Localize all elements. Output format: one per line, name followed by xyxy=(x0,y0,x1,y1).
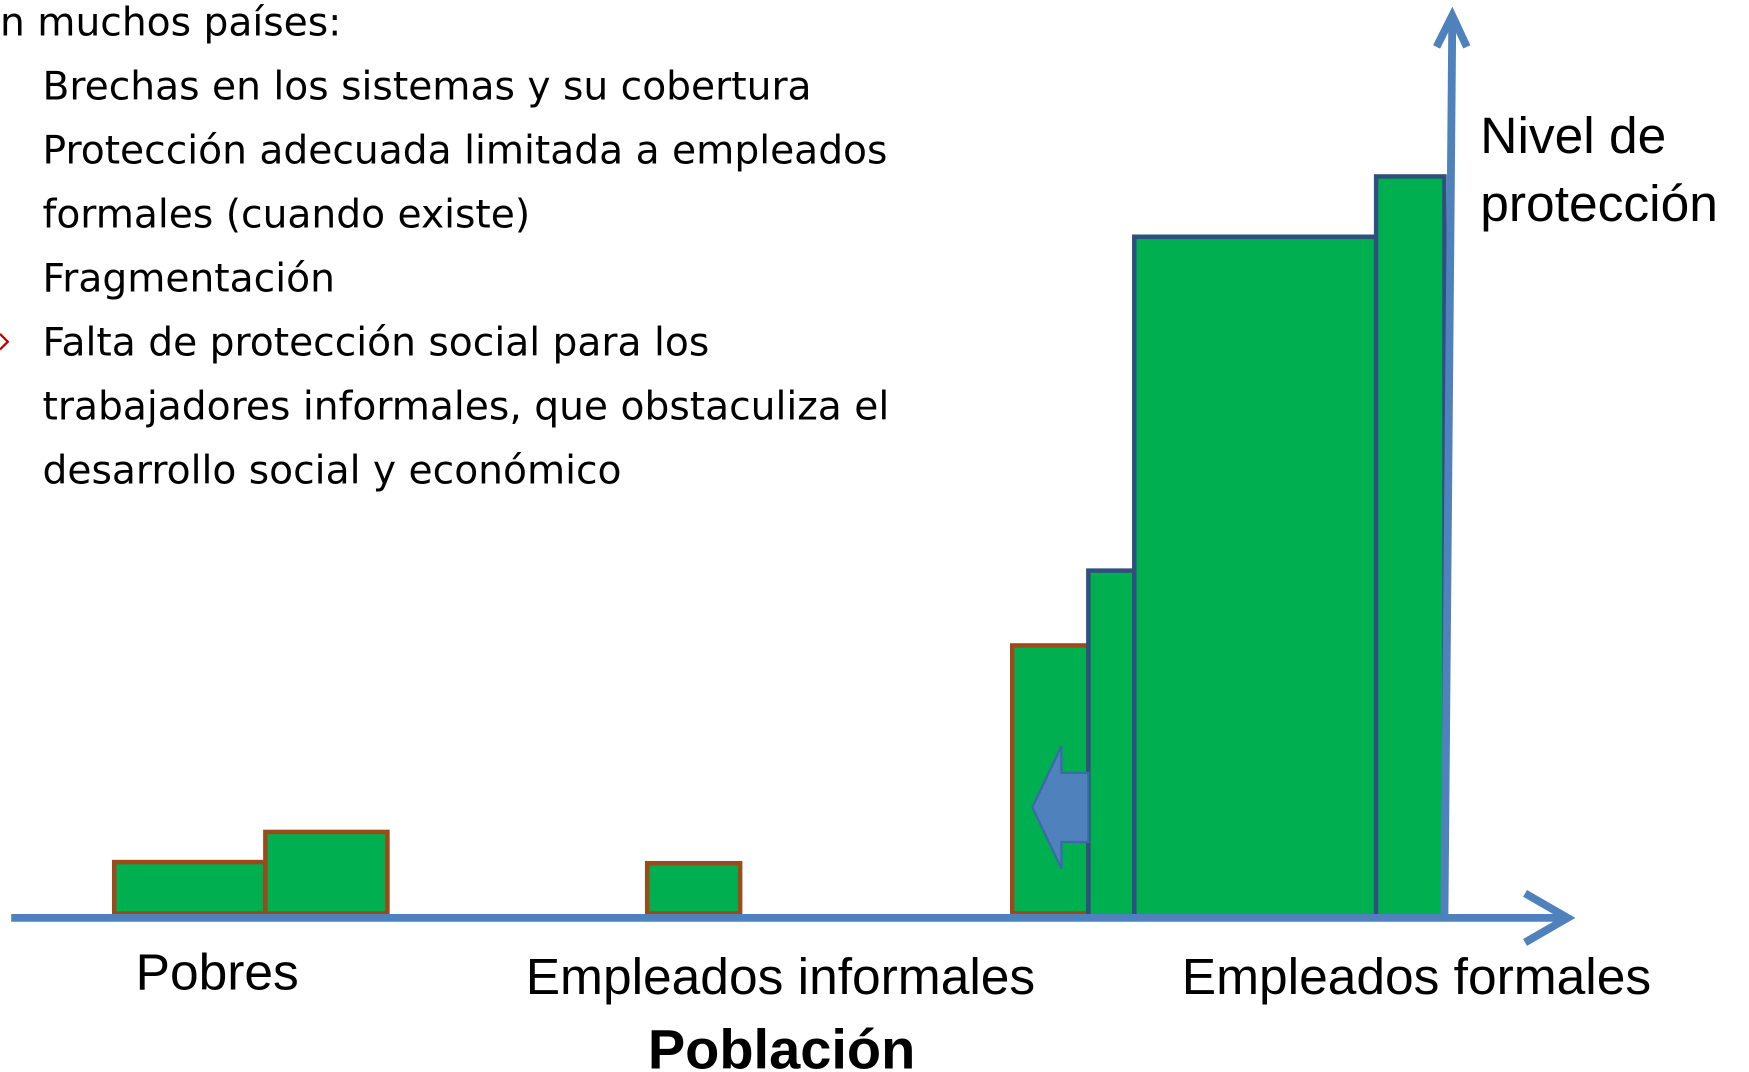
bullet-marker xyxy=(0,333,10,351)
intro-line: n muchos países: xyxy=(0,1,341,46)
y-axis-label: protección xyxy=(1480,174,1718,232)
bullet-line: Fragmentación xyxy=(43,256,335,301)
shift-arrow xyxy=(1031,745,1090,870)
y-axis-arrow xyxy=(1433,6,1471,49)
group-label: Empleados informales xyxy=(526,947,1035,1005)
group-label: Pobres xyxy=(136,942,299,1000)
bar xyxy=(263,829,390,916)
bullet-line: Falta de protección social para los xyxy=(43,320,710,365)
bars xyxy=(111,174,1447,921)
bar xyxy=(644,860,743,916)
bar xyxy=(1086,568,1137,921)
bullet-line: formales (cuando existe) xyxy=(43,192,531,237)
text-block: n muchos países: Brechas en los sistemas … xyxy=(0,1,889,493)
bar xyxy=(1373,174,1447,921)
group-label: Empleados formales xyxy=(1182,947,1651,1005)
bar xyxy=(111,859,268,916)
bullet-line: Brechas en los sistemas y su cobertura xyxy=(43,64,812,109)
bullet-line: Protección adecuada limitada a empleados xyxy=(43,128,888,173)
x-axis-arrow xyxy=(1523,889,1576,946)
x-axis-label: Población xyxy=(648,1018,915,1072)
bar xyxy=(1132,234,1379,921)
y-axis xyxy=(1440,20,1457,918)
y-axis-label: Nivel de xyxy=(1480,106,1666,164)
bullet-line: desarrollo social y económico xyxy=(43,448,622,493)
bullet-line: trabajadores informales, que obstaculiza… xyxy=(43,384,890,429)
